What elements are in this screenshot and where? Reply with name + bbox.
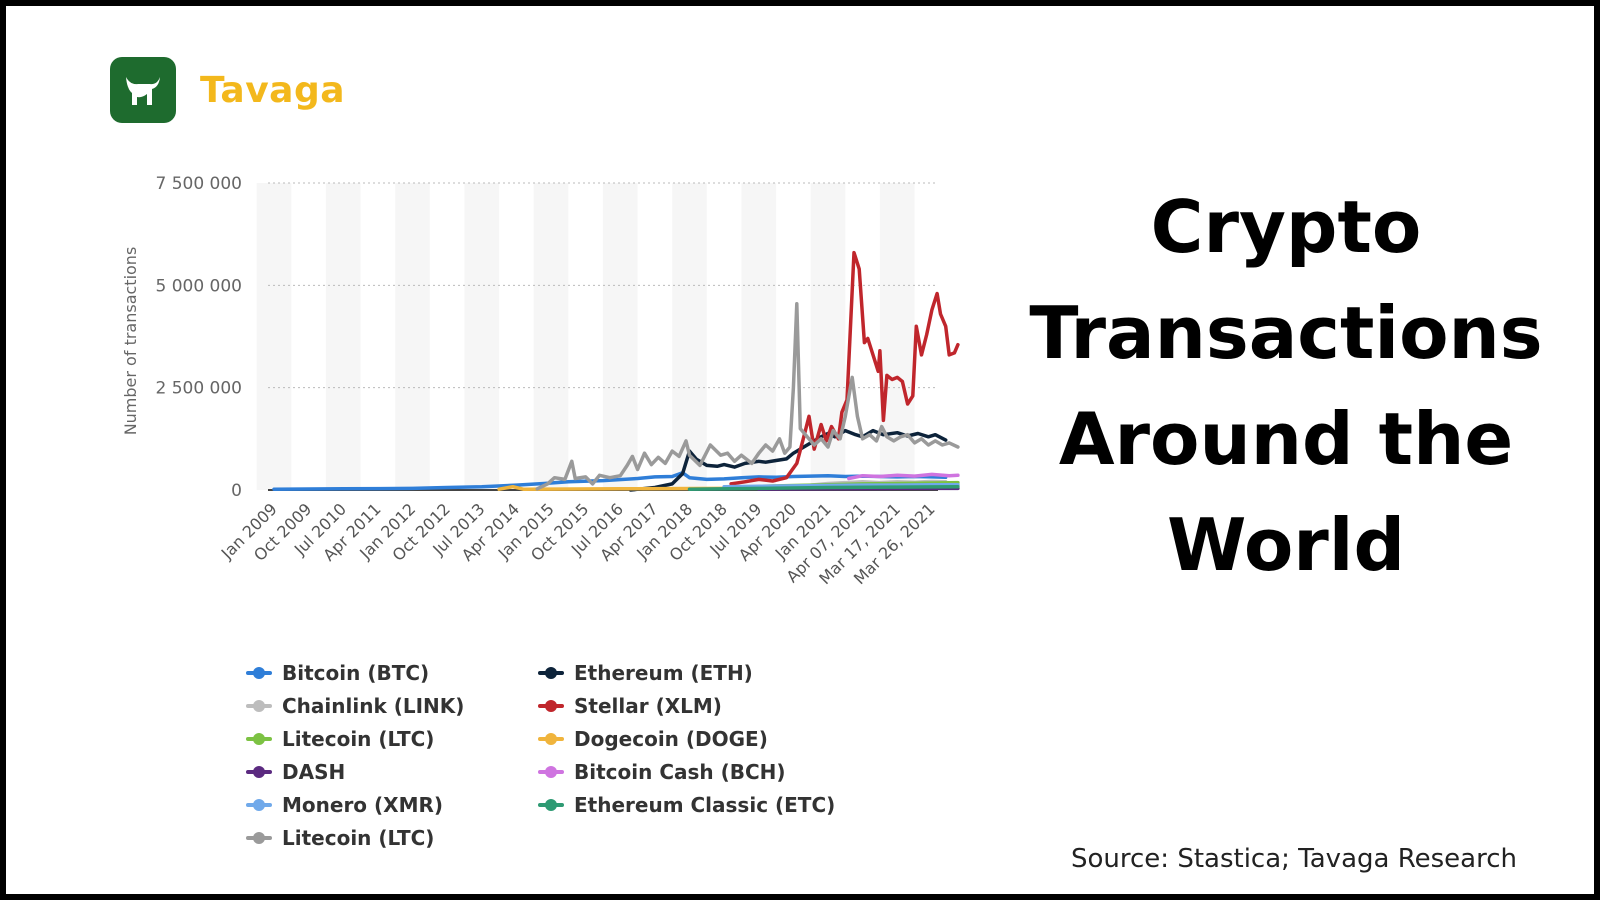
legend-swatch	[246, 700, 272, 712]
legend-item[interactable]: Bitcoin Cash (BCH)	[538, 759, 838, 785]
slide: Tavaga 0 2 500 000 5 000 000 7 500 000 Jan …	[6, 6, 1594, 894]
legend-swatch	[538, 667, 564, 679]
brand-logo: Tavaga	[110, 57, 345, 123]
legend-swatch	[538, 766, 564, 778]
legend-label: Litecoin (LTC)	[282, 727, 435, 751]
legend-item[interactable]: Dogecoin (DOGE)	[538, 726, 838, 752]
plot-band	[533, 183, 569, 490]
plot-band	[256, 183, 292, 490]
plot-band	[602, 183, 638, 490]
legend-label: Bitcoin (BTC)	[282, 661, 430, 685]
title-line: Crypto	[1150, 185, 1422, 269]
legend-swatch	[246, 799, 272, 811]
legend-swatch	[246, 766, 272, 778]
series-line	[687, 484, 960, 491]
plot-band	[464, 183, 500, 490]
series-line	[847, 472, 960, 481]
legend-item[interactable]: Chainlink (LINK)	[246, 693, 538, 719]
series-line	[729, 250, 960, 486]
legend-item[interactable]: DASH	[246, 759, 538, 785]
series-line	[535, 302, 960, 491]
plot-band	[672, 183, 707, 490]
legend-label: DASH	[282, 760, 346, 784]
y-tick-label: 0	[231, 481, 242, 501]
legend-swatch	[538, 799, 564, 811]
legend-item[interactable]: Bitcoin (BTC)	[246, 660, 538, 686]
legend-item[interactable]: Litecoin (LTC)	[246, 825, 538, 851]
plot-band	[879, 183, 915, 490]
legend-swatch	[538, 700, 564, 712]
legend-item[interactable]: Ethereum Classic (ETC)	[538, 792, 838, 818]
y-tick-label: 2 500 000	[155, 379, 242, 399]
legend-swatch	[246, 832, 272, 844]
legend-swatch	[246, 667, 272, 679]
series-line	[722, 482, 960, 489]
legend-label: Chainlink (LINK)	[282, 694, 465, 718]
y-axis-ticks: 0 2 500 000 5 000 000 7 500 000	[155, 174, 242, 501]
source-note: Source: Stastica; Tavaga Research	[1071, 844, 1517, 874]
legend-item[interactable]: Ethereum (ETH)	[538, 660, 838, 686]
bull-icon	[110, 57, 176, 123]
legend-item[interactable]: Stellar (XLM)	[538, 693, 838, 719]
legend-swatch	[538, 733, 564, 745]
legend-label: Bitcoin Cash (BCH)	[574, 760, 786, 784]
brand-name: Tavaga	[200, 69, 346, 111]
title-line: Transactions	[1029, 291, 1543, 375]
legend-label: Ethereum Classic (ETC)	[574, 793, 836, 817]
legend-item[interactable]: Litecoin (LTC)	[246, 726, 538, 752]
legend-label: Dogecoin (DOGE)	[574, 727, 768, 751]
transactions-line-chart: 0 2 500 000 5 000 000 7 500 000 Jan 2009Oct…	[121, 174, 960, 588]
legend-label: Monero (XMR)	[282, 793, 444, 817]
y-tick-label: 5 000 000	[155, 276, 242, 296]
slide-title: Crypto Transactions Around the World	[1006, 174, 1566, 598]
y-tick-label: 7 500 000	[155, 174, 242, 194]
legend-label: Ethereum (ETH)	[574, 661, 753, 685]
plot-band	[325, 183, 361, 490]
chart-legend: Bitcoin (BTC) Ethereum (ETH) Chainlink (LI…	[246, 660, 846, 851]
legend-swatch	[246, 733, 272, 745]
legend-item[interactable]: Monero (XMR)	[246, 792, 538, 818]
plot-band	[741, 183, 777, 490]
y-axis-label: Number of transactions	[121, 247, 140, 436]
plot-background	[256, 183, 915, 490]
title-line: Around the	[1058, 397, 1514, 481]
title-line: World	[1166, 503, 1406, 587]
plot-band	[395, 183, 430, 490]
series-lines	[272, 250, 960, 492]
legend-label: Stellar (XLM)	[574, 694, 722, 718]
legend-label: Litecoin (LTC)	[282, 826, 435, 850]
